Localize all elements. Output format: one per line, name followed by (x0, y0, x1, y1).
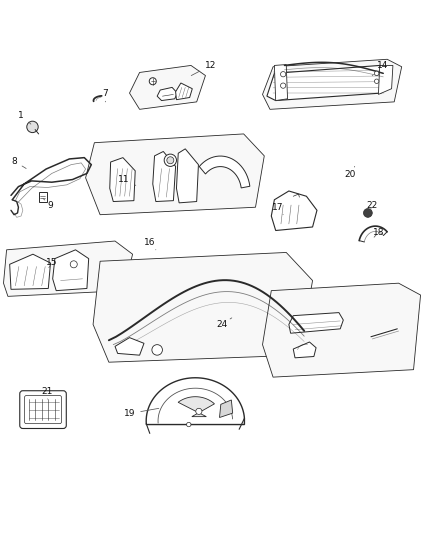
Polygon shape (378, 66, 392, 94)
Circle shape (149, 78, 156, 85)
Circle shape (152, 345, 162, 355)
Polygon shape (178, 397, 214, 417)
Text: 17: 17 (271, 203, 283, 215)
Polygon shape (219, 400, 232, 417)
Text: 11: 11 (118, 175, 135, 185)
Polygon shape (262, 283, 420, 377)
Text: 19: 19 (124, 408, 159, 418)
Polygon shape (129, 66, 205, 109)
Polygon shape (176, 149, 198, 203)
Polygon shape (10, 254, 50, 289)
Polygon shape (39, 192, 46, 201)
Text: 1: 1 (18, 110, 31, 124)
Polygon shape (152, 151, 175, 201)
Circle shape (280, 83, 285, 88)
Text: 9: 9 (43, 198, 53, 209)
Circle shape (374, 79, 378, 84)
Text: 14: 14 (371, 61, 388, 76)
Circle shape (70, 261, 77, 268)
Polygon shape (262, 59, 401, 109)
Polygon shape (110, 158, 135, 201)
Text: 15: 15 (46, 259, 57, 268)
Text: 22: 22 (366, 201, 377, 211)
Polygon shape (199, 156, 249, 188)
Text: 16: 16 (143, 238, 155, 250)
Circle shape (27, 121, 38, 133)
Polygon shape (85, 134, 264, 215)
Circle shape (164, 154, 176, 166)
Circle shape (186, 422, 191, 427)
Circle shape (166, 157, 173, 164)
Polygon shape (271, 191, 316, 230)
Polygon shape (288, 312, 343, 333)
Polygon shape (115, 337, 144, 355)
Text: 12: 12 (191, 61, 216, 76)
Text: 7: 7 (102, 90, 108, 102)
Polygon shape (175, 83, 192, 100)
Polygon shape (293, 342, 315, 358)
Circle shape (280, 71, 285, 77)
Circle shape (363, 208, 371, 217)
Polygon shape (93, 253, 312, 362)
Polygon shape (157, 87, 177, 101)
Text: 21: 21 (42, 387, 53, 399)
Circle shape (374, 71, 378, 76)
Text: 8: 8 (11, 157, 26, 168)
Polygon shape (4, 241, 132, 296)
Polygon shape (146, 378, 244, 425)
FancyBboxPatch shape (20, 391, 66, 429)
Polygon shape (274, 64, 287, 101)
Circle shape (195, 408, 201, 415)
Text: 24: 24 (215, 318, 231, 329)
Text: 20: 20 (344, 166, 355, 179)
Polygon shape (266, 66, 388, 101)
FancyBboxPatch shape (25, 395, 61, 424)
Polygon shape (53, 250, 88, 290)
Text: 18: 18 (372, 228, 383, 237)
